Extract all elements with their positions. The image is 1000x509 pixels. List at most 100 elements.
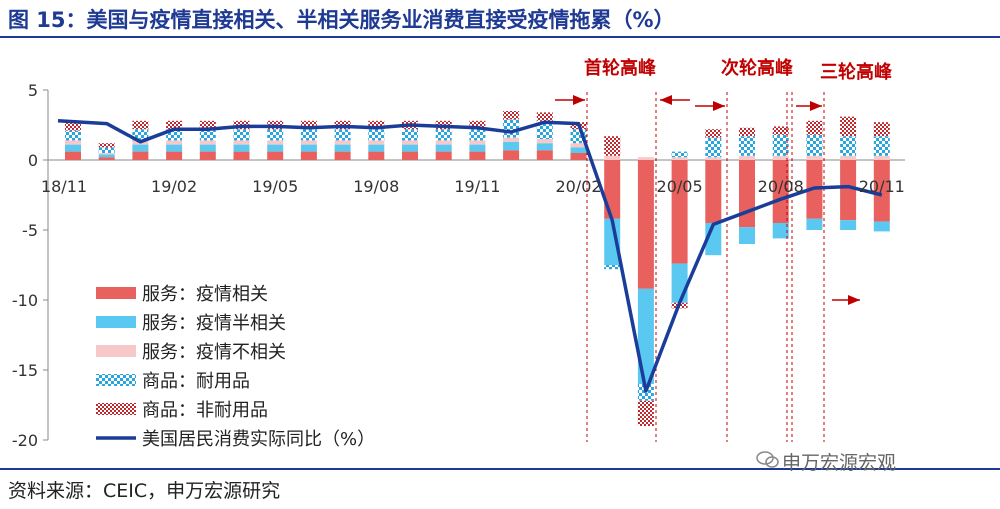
bar-segment-services_semi <box>65 144 81 152</box>
bar-segment-services_unrelated <box>536 139 553 144</box>
bar-segment-durable <box>503 119 520 138</box>
bar-segment-services_related <box>570 153 587 160</box>
bar-segment-services_semi <box>132 144 149 152</box>
bar-segment-services_unrelated <box>739 155 755 160</box>
bar-segment-services_unrelated <box>469 140 486 145</box>
annotation-label: 首轮高峰 <box>584 57 657 79</box>
bar-segment-services_unrelated <box>671 157 688 160</box>
bar-segment-services_related <box>132 151 149 160</box>
x-tick-label: 19/11 <box>454 177 500 196</box>
bar-segment-durable <box>739 136 755 156</box>
annotation-arrowhead <box>713 101 725 111</box>
bar-segment-nondurable <box>469 120 486 130</box>
peak-guide-lines <box>586 92 825 442</box>
bar-segment-services_semi <box>334 144 351 152</box>
x-tick-label: 19/02 <box>151 177 197 196</box>
bar-segment-services_unrelated <box>604 155 621 160</box>
annotation-label: 三轮高峰 <box>820 61 893 83</box>
bar-segment-nondurable <box>637 400 654 426</box>
bar-segment-durable <box>98 147 115 153</box>
legend-label: 商品：非耐用品 <box>142 400 268 421</box>
bar-segment-services_unrelated <box>166 140 183 145</box>
bar-segment-services_semi <box>739 227 755 244</box>
x-tick-label: 20/02 <box>555 177 601 196</box>
bar-segment-services_semi <box>199 144 216 152</box>
bar-segment-durable <box>671 151 688 158</box>
bar-segment-services_unrelated <box>503 137 520 142</box>
legend-label: 服务：疫情不相关 <box>142 342 286 363</box>
bar-segment-durable <box>402 129 418 141</box>
annotation-arrowhead <box>810 101 822 111</box>
legend-swatch-services_unrelated <box>96 345 136 357</box>
bar-segment-services_related <box>368 151 385 160</box>
bar-segment-nondurable <box>873 122 890 137</box>
x-tick-label: 20/11 <box>859 177 905 196</box>
bar-segment-services_semi <box>536 143 553 151</box>
annotation-arrowhead <box>573 95 585 105</box>
bar-segment-services_semi <box>503 141 520 151</box>
bar-segment-services_semi <box>873 221 890 232</box>
bar-segment-services_unrelated <box>705 157 722 160</box>
bar-segment-durable <box>199 129 216 141</box>
bar-segment-durable <box>334 129 351 141</box>
bar-segment-durable <box>233 129 250 141</box>
x-tick-label: 20/08 <box>758 177 804 196</box>
bar-segment-services_related <box>705 160 722 223</box>
bar-segment-services_semi <box>435 144 452 152</box>
bar-segment-services_semi <box>267 144 284 152</box>
bar-segment-durable <box>300 129 317 141</box>
bar-segment-services_semi <box>368 144 385 152</box>
bar-segment-services_semi <box>98 154 115 158</box>
bar-segment-services_related <box>267 151 284 160</box>
bar-segment-services_semi <box>772 223 789 239</box>
x-tick-label: 18/11 <box>41 177 87 196</box>
bar-segment-services_unrelated <box>570 143 587 148</box>
bar-segment-services_related <box>166 151 183 160</box>
bar-segment-nondurable <box>503 111 520 120</box>
bar-segment-durable <box>772 134 789 156</box>
bar-segment-services_unrelated <box>840 155 857 160</box>
bar-segment-services_related <box>637 160 654 289</box>
watermark: 申万宏源宏观 <box>782 452 897 474</box>
y-tick-label: 5 <box>28 81 38 100</box>
bar-segment-services_unrelated <box>435 140 452 145</box>
bar-segment-durable <box>873 136 890 156</box>
bar-segment-services_unrelated <box>637 157 654 160</box>
legend-swatch-durable <box>96 374 136 386</box>
bar-segment-durable <box>166 129 183 141</box>
bar-segment-services_related <box>98 157 115 160</box>
bar-segment-services_semi <box>637 288 654 384</box>
bar-segment-services_unrelated <box>334 140 351 145</box>
legend-label: 美国居民消费实际同比（%） <box>142 429 375 450</box>
bar-segment-durable <box>65 130 81 141</box>
bar-segment-services_related <box>503 150 520 160</box>
y-tick-label: -5 <box>22 221 38 240</box>
title-divider <box>0 36 1000 38</box>
bar-segment-services_related <box>671 160 688 264</box>
bottom-divider <box>0 468 1000 470</box>
bar-segment-services_semi <box>671 263 688 303</box>
bar-segment-nondurable <box>65 122 81 131</box>
bar-segment-services_unrelated <box>65 140 81 145</box>
bar-segment-services_semi <box>840 220 857 230</box>
bar-segment-services_related <box>435 151 452 160</box>
x-tick-labels: 18/11 19/02 19/05 19/08 19/11 20/02 20/05 20/08… <box>41 177 905 196</box>
bar-segment-services_related <box>199 151 216 160</box>
y-tick-label: -15 <box>12 361 38 380</box>
chart: 5 0 -5 -10 -15 -20 18/11 19/02 19/05 19/08 19/11 2… <box>12 57 905 450</box>
bar-segment-nondurable <box>166 120 183 130</box>
bar-segment-durable <box>840 136 857 156</box>
bar-segment-durable <box>806 134 823 156</box>
bar-segment-durable <box>267 129 284 141</box>
bar-segment-nondurable <box>536 112 553 121</box>
bar-segment-services_related <box>772 160 789 223</box>
annotation-arrowhead <box>848 295 860 305</box>
bar-segment-services_semi <box>166 144 183 152</box>
bar-segment-nondurable <box>739 127 755 137</box>
bar-segment-services_unrelated <box>233 140 250 145</box>
bar-segment-nondurable <box>772 126 789 135</box>
bar-segment-nondurable <box>604 136 621 156</box>
bar-segment-nondurable <box>300 120 317 130</box>
bar-segment-services_unrelated <box>199 140 216 145</box>
bar-segment-nondurable <box>368 120 385 130</box>
